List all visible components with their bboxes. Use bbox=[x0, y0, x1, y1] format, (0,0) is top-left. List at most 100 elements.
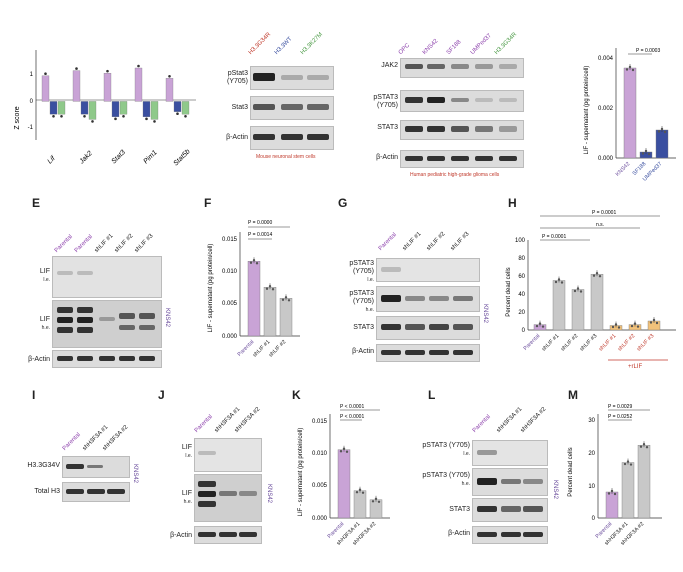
chart-k: LIF - supernatant (pg protein/cell) 0.01… bbox=[298, 404, 390, 547]
panel-b: H3.3G34R H3.3WT H3.3K27M pStat3 (Y705) S… bbox=[214, 30, 334, 190]
data-point bbox=[573, 289, 577, 293]
bar bbox=[263, 287, 277, 337]
bar bbox=[57, 101, 66, 115]
data-point bbox=[122, 114, 125, 118]
data-point bbox=[611, 325, 615, 329]
blot-row-label: β-Actin bbox=[448, 530, 470, 537]
lane-label: shLIF #1 bbox=[401, 231, 423, 252]
data-point bbox=[644, 149, 648, 153]
data-point bbox=[576, 287, 580, 290]
data-point bbox=[271, 288, 275, 291]
chart-h-tick: 0 bbox=[522, 328, 526, 334]
chart-h-tick: 100 bbox=[515, 238, 526, 244]
data-point bbox=[358, 488, 362, 491]
lane-label: Parental bbox=[61, 431, 82, 452]
chart-k-p2: P < 0.0001 bbox=[340, 414, 364, 420]
blot-actin-j bbox=[194, 526, 262, 544]
data-point bbox=[75, 67, 78, 70]
chart-f-tick: 0.005 bbox=[222, 301, 238, 307]
blot-row-label: pSTAT3 (Y705) h.e. bbox=[422, 472, 470, 487]
panel-label-h: H bbox=[508, 196, 517, 210]
chart-m-tick: 0 bbox=[592, 516, 596, 522]
category-label: shLIF #2 bbox=[268, 339, 287, 358]
chart-f-ylabel: LIF - supernatant (pg protein/cell) bbox=[208, 244, 214, 333]
chart-h-tick: 40 bbox=[518, 292, 525, 298]
data-point bbox=[613, 492, 617, 496]
blot-lif-j-he bbox=[194, 474, 262, 522]
cell-line-label: KNS42 bbox=[164, 308, 170, 328]
blot-row-label: JAK2 bbox=[381, 62, 398, 69]
chart-a-tick-1: 1 bbox=[30, 72, 34, 78]
data-point bbox=[355, 491, 359, 494]
chart-a-gene-4: Stat5b bbox=[172, 148, 191, 167]
data-point bbox=[614, 323, 618, 326]
blot-row-label: LIF h.e. bbox=[39, 316, 50, 331]
blot-row-label: pSTAT3 (Y705) bbox=[373, 94, 398, 109]
data-point bbox=[114, 117, 117, 121]
bar bbox=[621, 462, 635, 519]
data-point bbox=[342, 447, 346, 450]
bar bbox=[181, 101, 190, 115]
data-point bbox=[557, 278, 561, 281]
blot-totalh3 bbox=[62, 482, 130, 502]
chart-k-tick: 0.010 bbox=[312, 451, 328, 457]
blot-pstat3-g-le bbox=[376, 258, 480, 282]
blot-row-label: β-Actin bbox=[376, 154, 398, 161]
bar bbox=[279, 298, 293, 337]
chart-h-p1: P = 0.0001 bbox=[542, 234, 566, 240]
bar bbox=[369, 499, 383, 519]
chart-f-tick: 0.010 bbox=[222, 269, 238, 275]
bar bbox=[655, 129, 669, 159]
chart-k-tick: 0.015 bbox=[312, 419, 328, 425]
data-point bbox=[371, 500, 375, 503]
category-label: shLIF #1 bbox=[541, 333, 560, 352]
lane-label: H3.3K27M bbox=[299, 31, 325, 56]
chart-m: Percent dead cells 30 20 10 0 P = 0.0029… bbox=[568, 404, 662, 547]
lane-label: Parental bbox=[73, 233, 94, 254]
panel-label-k: K bbox=[292, 388, 301, 402]
data-point bbox=[106, 69, 109, 73]
lane-label: UMPed37 bbox=[469, 32, 493, 56]
chart-m-p2: P = 0.0252 bbox=[608, 414, 632, 420]
chart-h-tick: 80 bbox=[518, 256, 525, 262]
bar bbox=[134, 67, 143, 102]
data-point bbox=[660, 127, 664, 131]
blot-row-label: LIF h.e. bbox=[181, 490, 192, 505]
chart-h-p2: P = 0.0001 bbox=[592, 210, 616, 216]
data-point bbox=[168, 74, 171, 78]
data-point bbox=[636, 325, 640, 328]
blot-row-label: β-Actin bbox=[226, 134, 248, 141]
panel-c: OPC KNS42 SF188 UMPed37 H3.3G34R JAK2 pS… bbox=[356, 30, 526, 190]
blot-row-label: pSTAT3 (Y705) h.e. bbox=[349, 290, 374, 313]
data-point bbox=[287, 299, 291, 302]
lane-label: Parental bbox=[377, 231, 398, 252]
bar bbox=[150, 101, 159, 120]
data-point bbox=[281, 298, 285, 301]
chart-h-ns: n.s. bbox=[596, 222, 604, 228]
chart-d: LIF - supernatant (pg protein/cell) 0.00… bbox=[584, 48, 676, 183]
data-point bbox=[91, 120, 94, 123]
blot-lif-he bbox=[52, 300, 162, 348]
lane-label: shLIF #2 bbox=[113, 233, 135, 254]
chart-d-ylabel: LIF - supernatant (pg protein/cell) bbox=[584, 66, 590, 155]
data-point bbox=[598, 275, 602, 278]
data-point bbox=[560, 281, 564, 284]
blot-actin bbox=[250, 126, 334, 150]
bar bbox=[337, 449, 351, 519]
panel-label-j: J bbox=[158, 388, 165, 402]
data-point bbox=[361, 491, 365, 494]
bar bbox=[571, 289, 585, 331]
data-point bbox=[153, 120, 156, 123]
category-label: shLIF #2 bbox=[617, 333, 636, 352]
bar bbox=[623, 67, 637, 159]
bar bbox=[103, 72, 112, 102]
data-point bbox=[184, 114, 187, 118]
chart-m-ylabel: Percent dead cells bbox=[568, 447, 574, 496]
blot-row-label: pSTAT3 (Y705) l.e. bbox=[422, 442, 470, 457]
lane-label: shLIF #2 bbox=[425, 231, 447, 252]
chart-a-gene-1: Jak2 bbox=[78, 150, 94, 166]
chart-h-tick: 20 bbox=[518, 310, 525, 316]
chart-a: Z score 1 0 -1 Lif Jak2 Stat3 Pim1 Stat5… bbox=[14, 50, 196, 167]
chart-h-ylabel: Percent dead cells bbox=[506, 267, 512, 316]
data-point bbox=[176, 112, 179, 116]
